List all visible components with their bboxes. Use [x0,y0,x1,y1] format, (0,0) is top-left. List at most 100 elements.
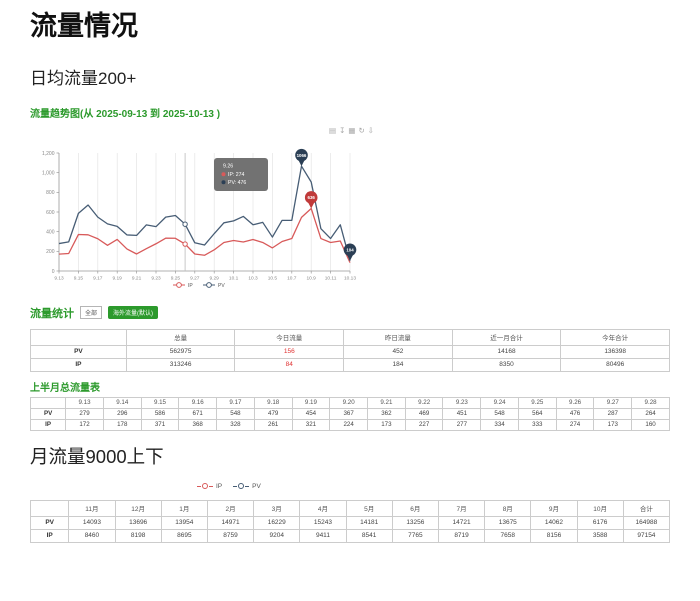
download-icon[interactable]: ⇩ [367,125,375,135]
col-header: 9.24 [480,396,519,409]
table-row: IP 313246 84 184 8350 80496 [30,357,670,372]
cell: 173 [593,418,633,431]
page: 流量情况 日均流量200+ 流量趋势图(从 2025-09-13 到 2025-… [0,11,700,543]
cell: 367 [329,407,369,420]
cell: 8156 [530,528,578,543]
svg-text:9.19: 9.19 [113,275,123,281]
svg-text:9.26: 9.26 [223,163,233,169]
header-row: 11月 12月 1月 2月 3月 4月 5月 6月 7月 8月 9月 10月 合计 [29,499,671,517]
col-header: 9.27 [593,396,633,409]
markpoint-PV-104: 104 [343,243,357,261]
trend-chart-canvas[interactable]: 0 200 400 600 800 1,000 1,200 9.13 9.15 9.17 9.19 9… [30,124,395,296]
cell: 8460 [68,528,116,543]
cell: 97154 [622,528,671,543]
col-header: 9.25 [517,396,557,409]
col-header: 9.18 [253,396,293,409]
overseas-default-badge[interactable]: 海外流量(默认) [108,306,159,320]
cell: 8719 [437,528,486,543]
cell: 274 [555,418,595,431]
col-header: 今年合计 [560,328,670,346]
table-row: IP 8460 8198 8695 8759 9204 9411 8541 7765 8719 76… [29,528,671,543]
col-header [29,396,67,409]
col-header: 3月 [253,499,301,517]
col-header: 10月 [576,499,624,517]
svg-text:9.21: 9.21 [132,275,142,281]
col-header: 9.14 [102,396,142,409]
svg-text:800: 800 [46,190,55,196]
svg-text:9.15: 9.15 [74,275,84,281]
svg-text:PV: PV [218,283,225,289]
save-image-icon[interactable]: ↧ [339,125,346,135]
svg-text:10.13: 10.13 [344,275,356,281]
cell: 586 [140,407,180,420]
svg-text:10.3: 10.3 [248,275,258,281]
col-header: 11月 [68,499,116,517]
data-view-icon[interactable]: ▤ [329,125,337,135]
col-header: 9.19 [291,396,331,409]
cell: 368 [178,418,218,431]
cell: 84 [234,357,345,372]
scope-filter-button[interactable]: 全部 [80,306,103,320]
monthly-table: 11月 12月 1月 2月 3月 4月 5月 6月 7月 8月 9月 10月 合计 PV 14093 1369… [29,499,671,543]
svg-text:9.29: 9.29 [210,275,220,281]
cell: 8541 [345,528,393,543]
svg-text:9.13: 9.13 [54,275,64,281]
cell: 14062 [530,515,578,530]
col-header: 9.15 [140,396,180,409]
cell: 8350 [451,357,562,372]
svg-text:1,000: 1,000 [42,170,55,176]
col-header: 9.16 [178,396,218,409]
cell: 164988 [622,515,671,530]
col-header: 合计 [622,499,671,517]
col-header: 9.21 [367,396,406,409]
cell: 562975 [125,344,236,359]
cell: 80496 [560,357,670,372]
cell: 14181 [345,515,393,530]
col-header: 7月 [437,499,486,517]
cell: 548 [216,407,255,420]
cell: 178 [102,418,142,431]
legend-PV[interactable]: PV [203,281,225,289]
cell: 371 [140,418,180,431]
markpoint-PV-1066: 1066 [295,148,308,166]
col-header: 2月 [206,499,255,517]
row-label: PV [30,344,127,359]
trend-chart[interactable]: ▤ ↧ ▦ ↻ ⇩ 0 200 400 600 800 1,000 1,200 9.13 9.15 9.1… [30,124,395,296]
table-row: PV 14093 13696 13954 14971 16229 15243 14181 132… [29,515,671,530]
half-month-table: 9.13 9.14 9.15 9.16 9.17 9.18 9.19 9.20 9.21 9.22… [29,396,670,431]
cell: 548 [480,407,519,420]
cell: 479 [253,407,293,420]
cell: 172 [65,418,104,431]
svg-text:10.11: 10.11 [325,275,337,281]
restore-icon[interactable]: ↻ [358,125,365,135]
legend-IP[interactable]: IP [173,281,193,289]
col-header [29,499,70,517]
chart-type-icon[interactable]: ▦ [348,125,356,135]
cell: 3588 [576,528,624,543]
cell: 333 [517,418,557,431]
svg-text:10.7: 10.7 [287,275,297,281]
cell: 13675 [484,515,532,530]
legend-IP[interactable]: IP [197,483,222,490]
col-header: 近一月合计 [451,328,562,346]
cell: 224 [329,418,369,431]
svg-text:400: 400 [46,229,55,235]
cell: 8695 [160,528,208,543]
row-label: IP [29,528,70,543]
col-header: 9.20 [329,396,369,409]
col-header: 12月 [114,499,162,517]
row-label: IP [30,357,127,372]
cell: 6176 [576,515,624,530]
cell: 14093 [68,515,116,530]
svg-text:9.23: 9.23 [151,275,161,281]
cell: 671 [178,407,218,420]
cell: 328 [216,418,255,431]
cell: 14721 [437,515,486,530]
legend-PV[interactable]: PV [233,483,261,490]
svg-text:600: 600 [46,209,55,215]
table-row: PV 279 296 586 671 548 479 454 367 362 469 451 548 56… [29,407,670,420]
table-row: IP 172 178 371 368 328 261 321 224 173 227 277 334 33… [29,418,670,431]
cell: 7658 [484,528,532,543]
col-header: 总量 [125,328,236,346]
cell: 13256 [391,515,439,530]
